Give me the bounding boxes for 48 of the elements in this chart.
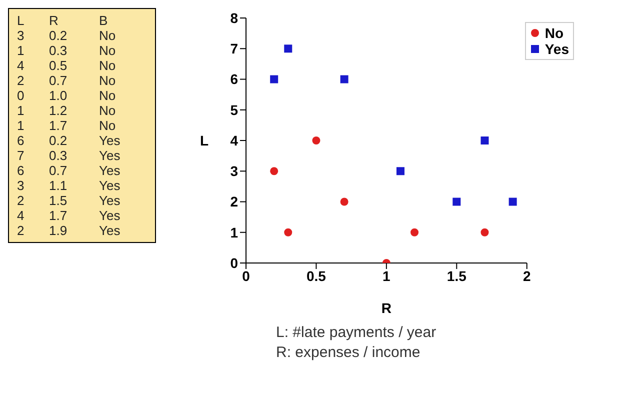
y-tick-label: 7 xyxy=(230,40,238,57)
y-tick-label: 6 xyxy=(230,71,238,88)
point xyxy=(312,136,320,144)
point xyxy=(284,228,292,236)
text: 6 0.2 Yes xyxy=(17,133,120,148)
y-tick-label: 4 xyxy=(230,132,238,148)
point xyxy=(480,136,489,144)
point xyxy=(270,167,278,176)
y-tick-label: 2 xyxy=(230,194,238,210)
point xyxy=(480,228,489,236)
point xyxy=(410,228,419,236)
x-tick-label: 2 xyxy=(522,268,531,284)
text: 1 1.2 No xyxy=(17,103,116,118)
text: L R B xyxy=(17,13,108,28)
text: 6 0.7 Yes xyxy=(17,163,120,178)
text: 7 0.3 Yes xyxy=(17,148,120,163)
text: 3 1.1 Yes xyxy=(17,178,120,193)
y-tick-label: 8 xyxy=(230,10,238,26)
legend-label: Yes xyxy=(544,41,569,57)
y-tick-label: 5 xyxy=(230,102,238,118)
x-tick-label: 0.5 xyxy=(306,268,326,284)
text: 3 0.2 No xyxy=(17,28,116,43)
text: 1 1.7 No xyxy=(17,118,116,133)
x-tick-label: 1.5 xyxy=(446,268,467,284)
text: R: expenses / income xyxy=(276,343,422,363)
y-tick-label: 0 xyxy=(230,254,238,271)
y-tick-label: 1 xyxy=(230,224,238,240)
text: 4 0.5 No xyxy=(17,58,116,73)
y-axis-title: L xyxy=(200,132,209,148)
legend-label: No xyxy=(544,25,564,41)
point xyxy=(284,44,292,53)
point xyxy=(270,75,278,84)
x-tick-label: 0 xyxy=(242,268,250,284)
point xyxy=(508,198,517,206)
point xyxy=(396,167,404,176)
text: 2 0.7 No xyxy=(17,73,116,88)
text: 2 1.9 Yes xyxy=(17,223,120,238)
point xyxy=(340,75,348,84)
x-axis-title: R xyxy=(381,300,392,316)
text: 2 1.5 Yes xyxy=(17,193,120,208)
point xyxy=(452,198,461,206)
text: 1 0.3 No xyxy=(17,43,116,58)
text: 4 1.7 Yes xyxy=(17,208,120,223)
y-tick-label: 3 xyxy=(230,163,238,180)
text: L: #late payments / year xyxy=(276,323,438,343)
x-tick-label: 1 xyxy=(382,268,391,284)
point xyxy=(340,198,348,206)
text: 0 1.0 No xyxy=(17,88,116,103)
